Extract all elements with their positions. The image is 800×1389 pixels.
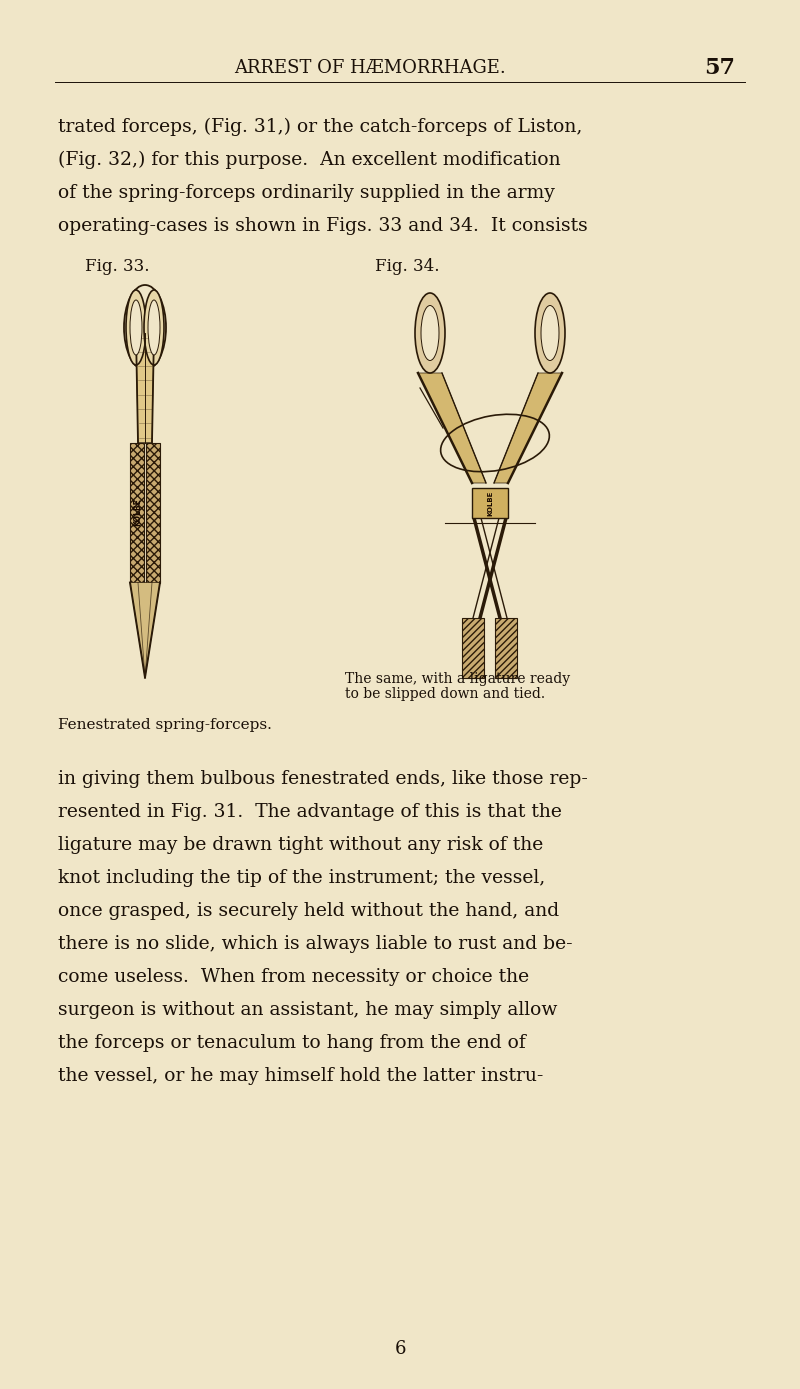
Text: operating-cases is shown in Figs. 33 and 34.  It consists: operating-cases is shown in Figs. 33 and… xyxy=(58,217,588,235)
Text: of the spring-forceps ordinarily supplied in the army: of the spring-forceps ordinarily supplie… xyxy=(58,183,555,201)
Text: Fig. 34.: Fig. 34. xyxy=(375,258,439,275)
Bar xyxy=(146,443,160,582)
Text: trated forceps, (Fig. 31,) or the catch-forceps of Liston,: trated forceps, (Fig. 31,) or the catch-… xyxy=(58,118,582,136)
Polygon shape xyxy=(494,374,562,483)
Text: ligature may be drawn tight without any risk of the: ligature may be drawn tight without any … xyxy=(58,836,543,854)
Polygon shape xyxy=(130,582,160,678)
Bar xyxy=(495,618,517,678)
Text: (Fig. 32,) for this purpose.  An excellent modification: (Fig. 32,) for this purpose. An excellen… xyxy=(58,151,561,169)
Text: once grasped, is securely held without the hand, and: once grasped, is securely held without t… xyxy=(58,901,559,920)
Bar xyxy=(472,488,508,518)
Text: come useless.  When from necessity or choice the: come useless. When from necessity or cho… xyxy=(58,968,529,986)
Text: the forceps or tenaculum to hang from the end of: the forceps or tenaculum to hang from th… xyxy=(58,1033,526,1051)
Ellipse shape xyxy=(541,306,559,361)
Ellipse shape xyxy=(130,300,142,356)
Text: resented in Fig. 31.  The advantage of this is that the: resented in Fig. 31. The advantage of th… xyxy=(58,803,562,821)
Text: surgeon is without an assistant, he may simply allow: surgeon is without an assistant, he may … xyxy=(58,1001,558,1020)
Text: Fig. 33.: Fig. 33. xyxy=(85,258,150,275)
Ellipse shape xyxy=(144,290,164,365)
Ellipse shape xyxy=(415,293,445,374)
Text: to be slipped down and tied.: to be slipped down and tied. xyxy=(345,688,545,701)
Text: there is no slide, which is always liable to rust and be-: there is no slide, which is always liabl… xyxy=(58,935,573,953)
Text: KOLBE: KOLBE xyxy=(487,490,493,515)
Text: 6: 6 xyxy=(394,1340,406,1358)
Text: the vessel, or he may himself hold the latter instru-: the vessel, or he may himself hold the l… xyxy=(58,1067,543,1085)
Polygon shape xyxy=(418,374,486,483)
Text: knot including the tip of the instrument; the vessel,: knot including the tip of the instrument… xyxy=(58,870,546,888)
Bar xyxy=(462,618,484,678)
Text: KOLBE: KOLBE xyxy=(134,499,142,526)
Text: in giving them bulbous fenestrated ends, like those rep-: in giving them bulbous fenestrated ends,… xyxy=(58,770,588,788)
Bar xyxy=(130,443,144,582)
Text: Fenestrated spring-forceps.: Fenestrated spring-forceps. xyxy=(58,718,272,732)
Polygon shape xyxy=(136,332,154,443)
Ellipse shape xyxy=(148,300,160,356)
Text: 57: 57 xyxy=(705,57,735,79)
Text: The same, with a ligature ready: The same, with a ligature ready xyxy=(345,672,570,686)
Ellipse shape xyxy=(421,306,439,361)
Ellipse shape xyxy=(535,293,565,374)
Text: ARREST OF HÆMORRHAGE.: ARREST OF HÆMORRHAGE. xyxy=(234,58,506,76)
Ellipse shape xyxy=(126,290,146,365)
